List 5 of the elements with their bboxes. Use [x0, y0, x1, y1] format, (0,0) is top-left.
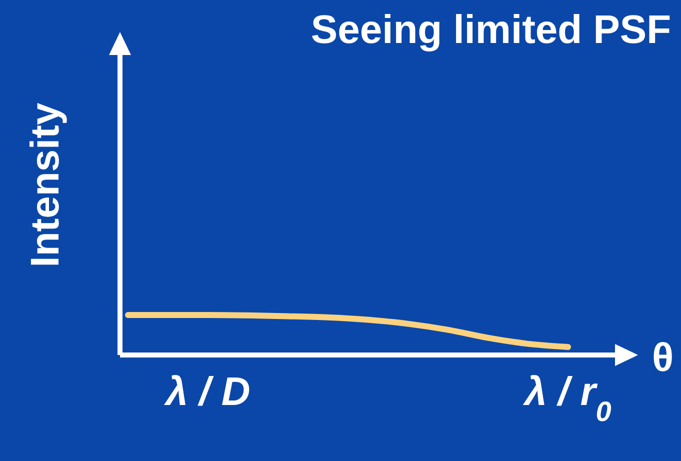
- x-axis-title: θ: [652, 336, 674, 381]
- y-axis-title: Intensity: [24, 102, 68, 268]
- x-tick-label: λ / r$_{0}$: [522, 370, 612, 426]
- x-tick-label: λ / D: [164, 370, 250, 414]
- chart-title: Seeing limited PSF: [310, 8, 671, 53]
